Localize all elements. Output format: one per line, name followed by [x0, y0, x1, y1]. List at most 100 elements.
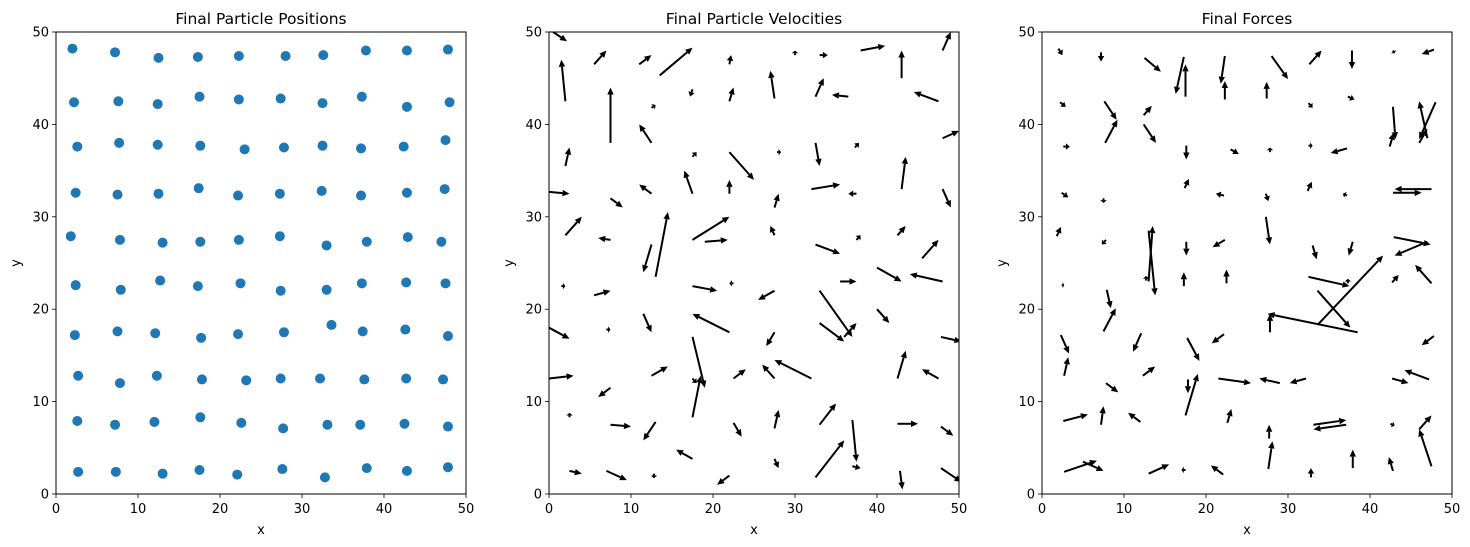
- data-point: [274, 231, 285, 242]
- vector-arrow: [1101, 239, 1107, 245]
- y-tick-label: 40: [1018, 118, 1035, 133]
- vector-arrow: [1306, 181, 1313, 192]
- data-point: [356, 91, 367, 102]
- vector-arrow: [913, 91, 939, 103]
- vector-arrow: [854, 142, 859, 149]
- data-point: [153, 188, 164, 199]
- vector-arrow: [1182, 64, 1189, 97]
- data-point: [315, 373, 326, 384]
- data-point: [192, 281, 203, 292]
- vector-arrow: [704, 237, 728, 244]
- vector-arrow: [940, 467, 959, 482]
- vector-arrow: [860, 44, 886, 52]
- data-point: [113, 96, 124, 107]
- vector-arrow: [676, 449, 693, 460]
- data-point: [194, 464, 205, 475]
- y-tick-label: 50: [525, 26, 542, 41]
- vector-arrow: [564, 216, 582, 236]
- vector-arrow: [815, 243, 841, 255]
- vector-arrow: [818, 290, 853, 337]
- y-axis-label: y: [995, 259, 1010, 267]
- vector-arrow: [773, 409, 781, 429]
- x-tick-label: 50: [1444, 502, 1461, 517]
- data-point: [110, 466, 121, 477]
- x-tick-label: 30: [294, 502, 311, 517]
- x-tick-label: 30: [1280, 502, 1297, 517]
- data-point: [278, 423, 289, 434]
- vector-arrow: [688, 88, 695, 97]
- vector-arrow: [1259, 376, 1281, 385]
- vector-arrow: [1132, 332, 1143, 352]
- vector-arrow: [1316, 255, 1384, 326]
- vector-arrow: [659, 47, 693, 77]
- vector-arrow: [940, 335, 959, 344]
- vector-arrow: [1388, 132, 1395, 147]
- y-tick-label: 20: [1018, 303, 1035, 318]
- data-point: [233, 51, 244, 62]
- x-tick-label: 20: [1198, 502, 1215, 517]
- data-point: [195, 412, 206, 423]
- vector-arrow: [606, 326, 611, 333]
- vector-arrow: [818, 403, 836, 426]
- data-point: [356, 190, 367, 201]
- data-point: [275, 93, 286, 104]
- data-point: [361, 236, 372, 247]
- vector-arrow: [1221, 80, 1229, 100]
- vector-arrow: [900, 156, 908, 190]
- vector-arrow: [1105, 382, 1119, 393]
- y-tick-label: 40: [525, 118, 542, 133]
- data-point: [359, 374, 370, 385]
- vector-arrow: [642, 244, 653, 273]
- vector-arrow: [1099, 406, 1106, 425]
- vector-arrow: [941, 32, 951, 51]
- vector-arrow: [1142, 366, 1156, 377]
- vector-arrow: [1148, 464, 1170, 475]
- vector-arrow: [1186, 337, 1200, 361]
- data-point: [70, 280, 81, 291]
- data-point: [274, 188, 285, 199]
- vector-arrow: [1102, 308, 1116, 332]
- x-axis-label: x: [257, 523, 265, 538]
- vector-arrow: [558, 59, 567, 102]
- vector-arrow: [1418, 429, 1433, 467]
- data-point: [194, 91, 205, 102]
- vector-arrow: [814, 78, 824, 98]
- vector-arrow: [1348, 50, 1356, 69]
- axes-frame: [548, 31, 960, 495]
- chart-title: Final Particle Positions: [175, 10, 346, 28]
- vector-arrow: [1215, 191, 1225, 198]
- vector-arrow: [1059, 334, 1070, 354]
- vector-arrow: [855, 235, 861, 241]
- data-point: [401, 45, 412, 56]
- vector-arrow: [1063, 357, 1070, 376]
- y-axis-label: y: [502, 259, 517, 267]
- data-point: [196, 332, 207, 343]
- data-point: [322, 419, 333, 430]
- chart-title: Final Forces: [1202, 10, 1293, 28]
- data-point: [321, 240, 332, 251]
- vector-arrow: [922, 369, 939, 380]
- data-point: [72, 141, 83, 152]
- data-point: [318, 50, 329, 61]
- data-point: [275, 285, 286, 296]
- vector-arrow: [638, 55, 652, 66]
- vector-arrow: [843, 323, 857, 338]
- vector-arrow: [831, 92, 849, 99]
- vector-arrow: [774, 360, 812, 380]
- vector-arrow: [1390, 49, 1397, 54]
- vector-arrow: [1183, 178, 1190, 189]
- vector-arrow: [598, 235, 611, 243]
- y-tick-label: 20: [525, 303, 542, 318]
- data-point: [275, 373, 286, 384]
- data-point: [438, 374, 449, 385]
- y-tick-label: 30: [32, 210, 49, 225]
- vector-arrow: [683, 170, 694, 195]
- vector-arrow: [852, 463, 861, 471]
- vector-arrow: [1392, 189, 1422, 196]
- vector-arrow: [1055, 226, 1062, 237]
- data-point: [401, 187, 412, 198]
- data-point: [114, 378, 125, 389]
- x-tick-label: 10: [1116, 502, 1133, 517]
- vector-arrow: [814, 142, 822, 166]
